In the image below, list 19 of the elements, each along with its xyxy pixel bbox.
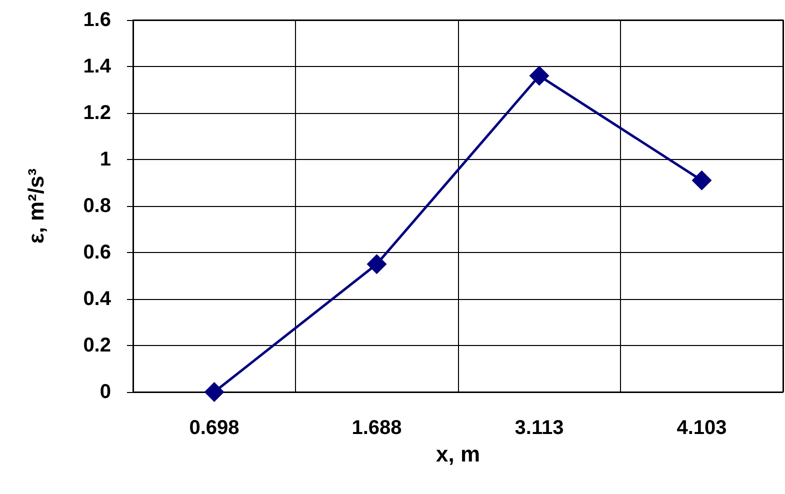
point — [204, 382, 224, 402]
y-tick-label: 0.8 — [83, 195, 111, 217]
y-tick-label: 0.6 — [83, 242, 111, 264]
y-tick-label: 1.4 — [83, 56, 112, 78]
point — [366, 254, 387, 274]
x-axis-title: x, m — [436, 441, 480, 466]
x-tick-label: 4.103 — [676, 417, 727, 439]
y-axis-title: ε, m²/s³ — [24, 168, 48, 244]
y-tick-label: 0.2 — [83, 334, 111, 356]
y-tick-label: 0 — [100, 381, 111, 403]
point — [692, 170, 712, 190]
y-tick-label: 1 — [100, 148, 111, 170]
point — [529, 66, 550, 86]
x-tick-label: 3.113 — [514, 417, 564, 439]
x-tick-label: 0.698 — [189, 417, 240, 439]
x-tick-label: 1.688 — [352, 417, 402, 439]
y-tick-label: 1.2 — [83, 102, 111, 124]
y-tick-label: 0.4 — [83, 288, 112, 310]
y-tick-label: 1.6 — [83, 9, 111, 31]
